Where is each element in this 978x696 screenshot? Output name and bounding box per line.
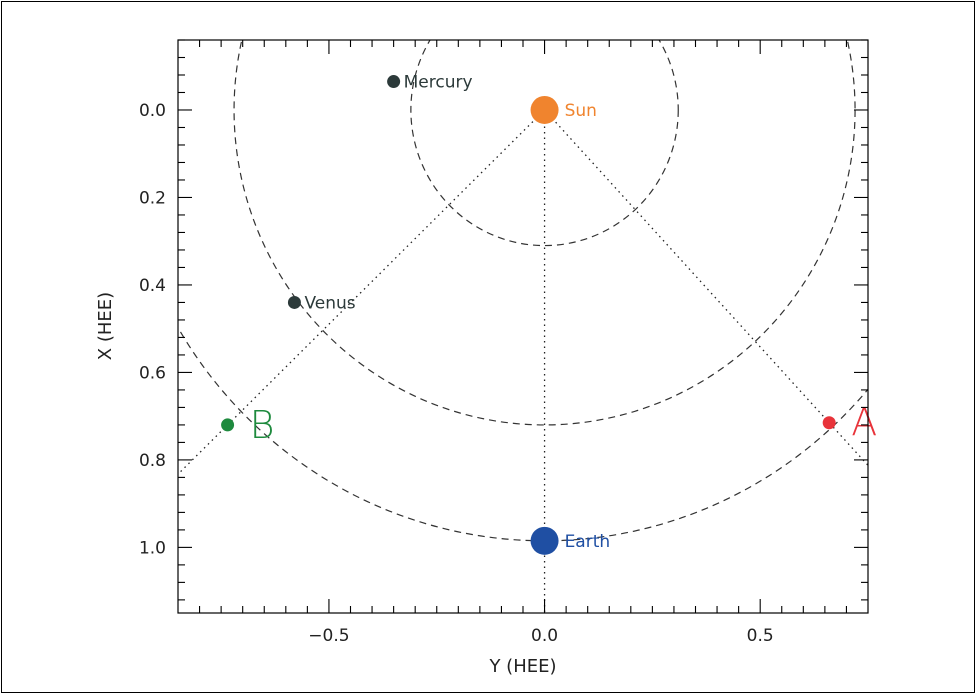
sight-line-a xyxy=(544,109,868,467)
sight-lines-layer xyxy=(178,109,868,613)
body-earth-marker xyxy=(530,526,559,555)
body-b-marker xyxy=(221,418,235,432)
y-tick-label: 0.2 xyxy=(139,188,166,208)
x-tick-label: −0.5 xyxy=(308,626,349,646)
body-venus-marker xyxy=(287,295,301,309)
body-a-label: A xyxy=(851,401,877,445)
x-tick-label: 0.0 xyxy=(531,626,558,646)
body-earth-label: Earth xyxy=(565,532,611,552)
body-sun-marker xyxy=(530,95,559,124)
y-axis-label: X (HEE) xyxy=(95,292,116,360)
x-tick-label: 0.5 xyxy=(747,626,774,646)
y-tick-label: 0.8 xyxy=(139,451,166,471)
body-mercury-label: Mercury xyxy=(404,73,473,93)
y-tick-label: 0.4 xyxy=(139,276,166,296)
body-venus-label: Venus xyxy=(304,293,355,313)
sight-line-b xyxy=(178,109,546,476)
body-a-marker xyxy=(822,416,836,430)
x-axis-label: Y (HEE) xyxy=(488,656,556,677)
body-mercury-marker xyxy=(387,75,401,89)
orbit-mercury xyxy=(410,40,679,247)
ticks-layer: −0.5 0.0 0.5 0.0 0.2 0.4 0.6 0.8 1.0 xyxy=(139,39,868,646)
y-tick-label: 0.6 xyxy=(139,363,166,383)
y-tick-label: 0.0 xyxy=(139,101,166,121)
body-sun-label: Sun xyxy=(565,101,597,121)
plot-area xyxy=(177,39,869,614)
bodies-layer: Sun Mercury Venus Earth A B xyxy=(221,73,877,555)
body-b-label: B xyxy=(250,403,275,447)
y-tick-label: 1.0 xyxy=(139,538,166,558)
orbit-venus xyxy=(233,40,856,426)
